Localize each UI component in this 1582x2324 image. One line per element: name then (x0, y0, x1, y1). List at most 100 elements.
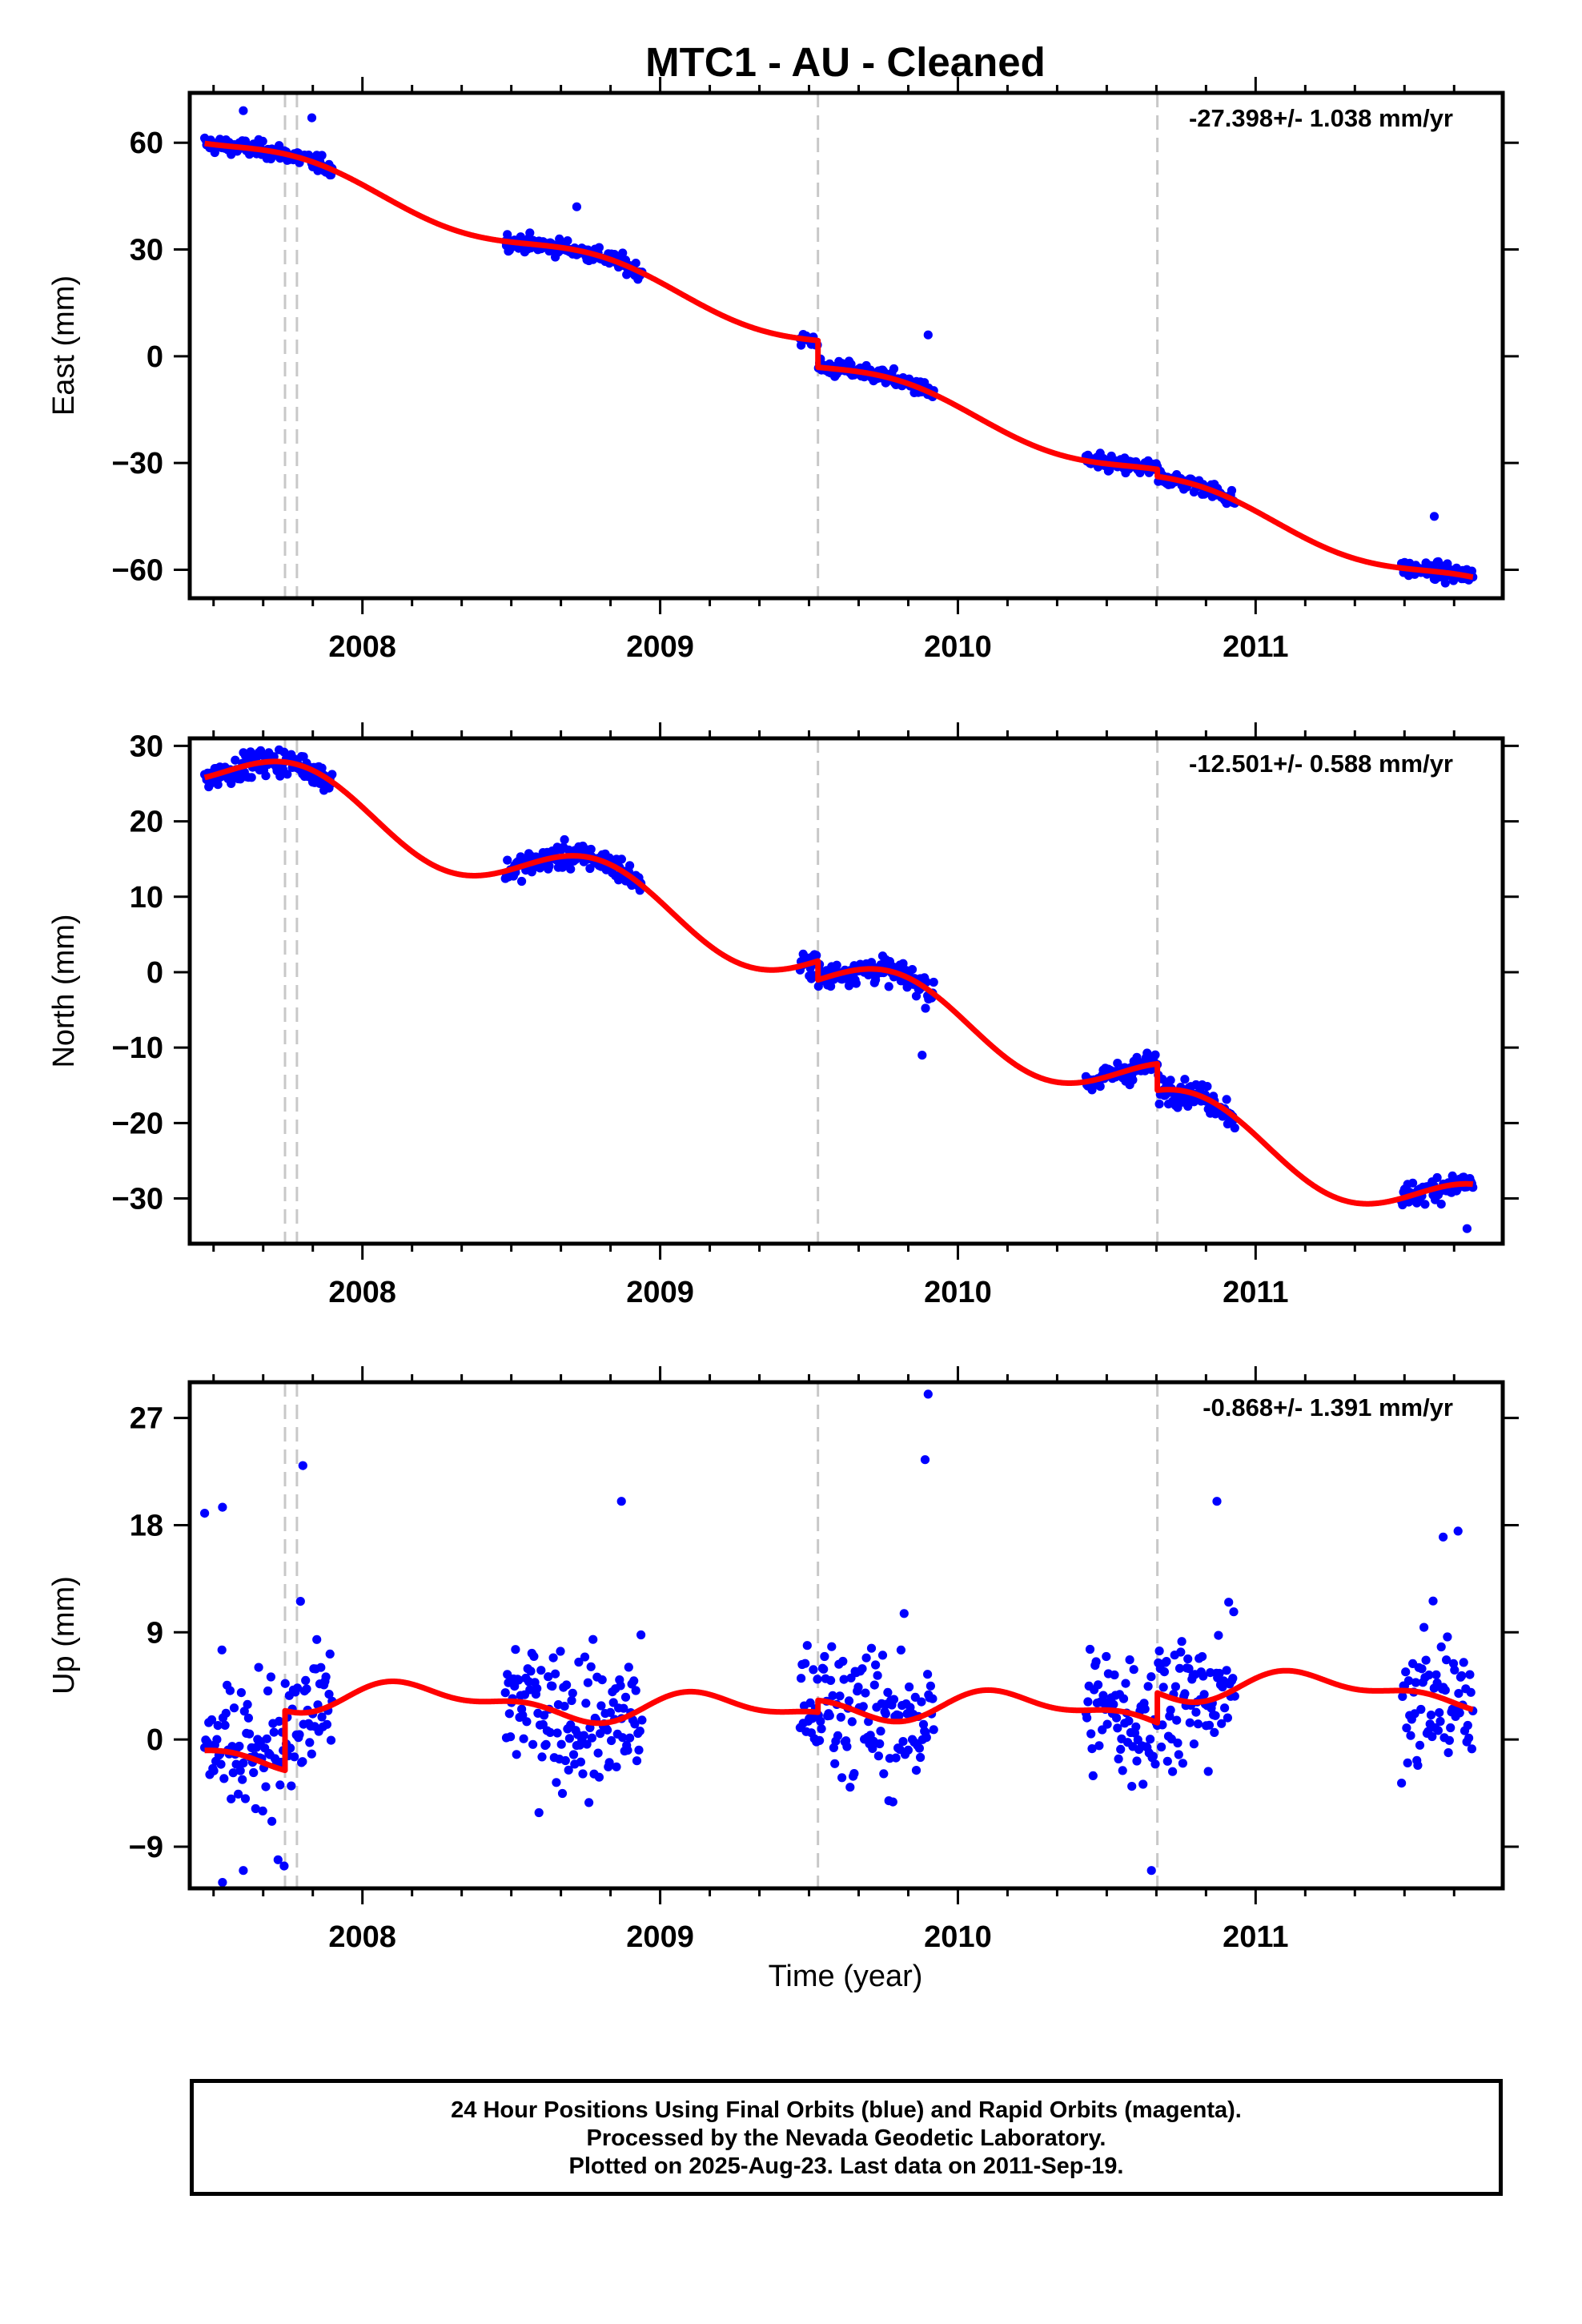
data-point (1439, 1532, 1448, 1542)
data-point (295, 1597, 305, 1606)
data-point (1457, 1671, 1467, 1681)
data-point (243, 1699, 252, 1709)
data-point (517, 876, 527, 887)
data-point (813, 1675, 822, 1684)
plot-frame (187, 736, 1505, 1246)
data-point (1459, 1658, 1468, 1667)
data-point (1212, 1497, 1222, 1506)
data-point (261, 1782, 271, 1791)
data-point (519, 1734, 528, 1743)
data-point (923, 1670, 933, 1679)
data-point (1091, 1657, 1101, 1667)
data-point (866, 1643, 877, 1653)
data-point (218, 1502, 227, 1512)
data-point (1446, 1723, 1456, 1733)
data-point (564, 1734, 575, 1743)
data-point (1450, 1665, 1460, 1675)
data-point (548, 1681, 557, 1691)
data-point (837, 1773, 847, 1783)
data-point (522, 1717, 532, 1727)
data-point (929, 1725, 938, 1735)
data-point (588, 1634, 598, 1644)
y-tick-label: 0 (147, 1723, 163, 1757)
data-point (923, 1389, 933, 1399)
data-point (1466, 1687, 1476, 1697)
data-point (1140, 1704, 1150, 1714)
data-point (921, 1003, 930, 1013)
data-point (579, 1731, 588, 1740)
data-point (525, 228, 535, 238)
data-point (871, 1660, 881, 1670)
data-point (279, 1861, 289, 1871)
data-point (845, 1783, 855, 1792)
data-point (258, 1806, 267, 1815)
data-point (1125, 1655, 1134, 1665)
data-point (219, 1774, 229, 1783)
data-point (1102, 1719, 1112, 1729)
data-point (898, 1737, 908, 1747)
data-point (1416, 1704, 1426, 1715)
x-axis-label: Time (year) (769, 1960, 923, 1993)
data-point (562, 1680, 572, 1690)
data-point (1436, 1642, 1446, 1652)
data-point (254, 1663, 263, 1672)
data-point (1110, 1670, 1119, 1680)
data-point (923, 330, 933, 340)
data-point (235, 1766, 245, 1775)
data-point (563, 236, 572, 246)
velocity-label: -0.868+/- 1.391 mm/yr (1203, 1393, 1453, 1421)
caption-box: 24 Hour Positions Using Final Orbits (bl… (190, 2079, 1503, 2196)
data-point (812, 951, 821, 960)
data-point (1185, 1718, 1195, 1727)
caption-line-2: Processed by the Nevada Geodetic Laborat… (586, 2125, 1106, 2151)
data-point (1204, 1720, 1215, 1730)
data-point (1428, 1596, 1438, 1606)
x-tick-label: 2008 (328, 1276, 396, 1309)
data-point (552, 1778, 561, 1787)
caption-line-1: 24 Hour Positions Using Final Orbits (bl… (451, 2097, 1242, 2123)
data-point (921, 1733, 931, 1743)
data-point (1113, 1059, 1122, 1068)
data-point (916, 1752, 926, 1763)
data-point (1177, 1637, 1186, 1647)
data-point (1222, 1666, 1231, 1675)
data-point (1127, 1782, 1137, 1791)
data-point (607, 1735, 616, 1746)
data-point (317, 151, 327, 160)
data-point (861, 1688, 870, 1698)
data-point (1166, 1076, 1175, 1085)
data-point (1413, 1760, 1423, 1770)
y-tick-label: 0 (147, 956, 163, 990)
data-point (556, 1647, 565, 1656)
data-point (200, 1509, 210, 1518)
data-point (1102, 1651, 1111, 1662)
data-point (1443, 1748, 1453, 1758)
data-point (506, 1732, 516, 1742)
data-point (817, 1724, 826, 1734)
data-point (269, 1727, 279, 1737)
y-axis-label: Up (mm) (47, 1576, 81, 1695)
data-point (1146, 1672, 1156, 1682)
data-point (896, 1645, 905, 1655)
y-tick-label: 60 (130, 127, 163, 160)
data-point (1154, 1647, 1164, 1656)
data-point (1397, 1779, 1407, 1788)
y-tick-label: 18 (130, 1509, 163, 1542)
data-point (881, 1709, 890, 1719)
data-point (594, 243, 604, 252)
data-point (1464, 1733, 1474, 1743)
data-point (290, 1752, 299, 1762)
data-point (861, 1653, 871, 1663)
data-point (560, 834, 569, 845)
data-point (534, 1807, 544, 1818)
data-point (249, 1767, 259, 1778)
data-point (1203, 1767, 1213, 1776)
y-tick-label: 0 (147, 340, 163, 374)
data-point (1157, 1742, 1166, 1752)
data-point (914, 1743, 924, 1753)
data-point (873, 1671, 882, 1680)
data-point (263, 1686, 273, 1696)
x-tick-label: 2011 (1223, 630, 1288, 664)
y-tick-label: −9 (129, 1831, 163, 1864)
